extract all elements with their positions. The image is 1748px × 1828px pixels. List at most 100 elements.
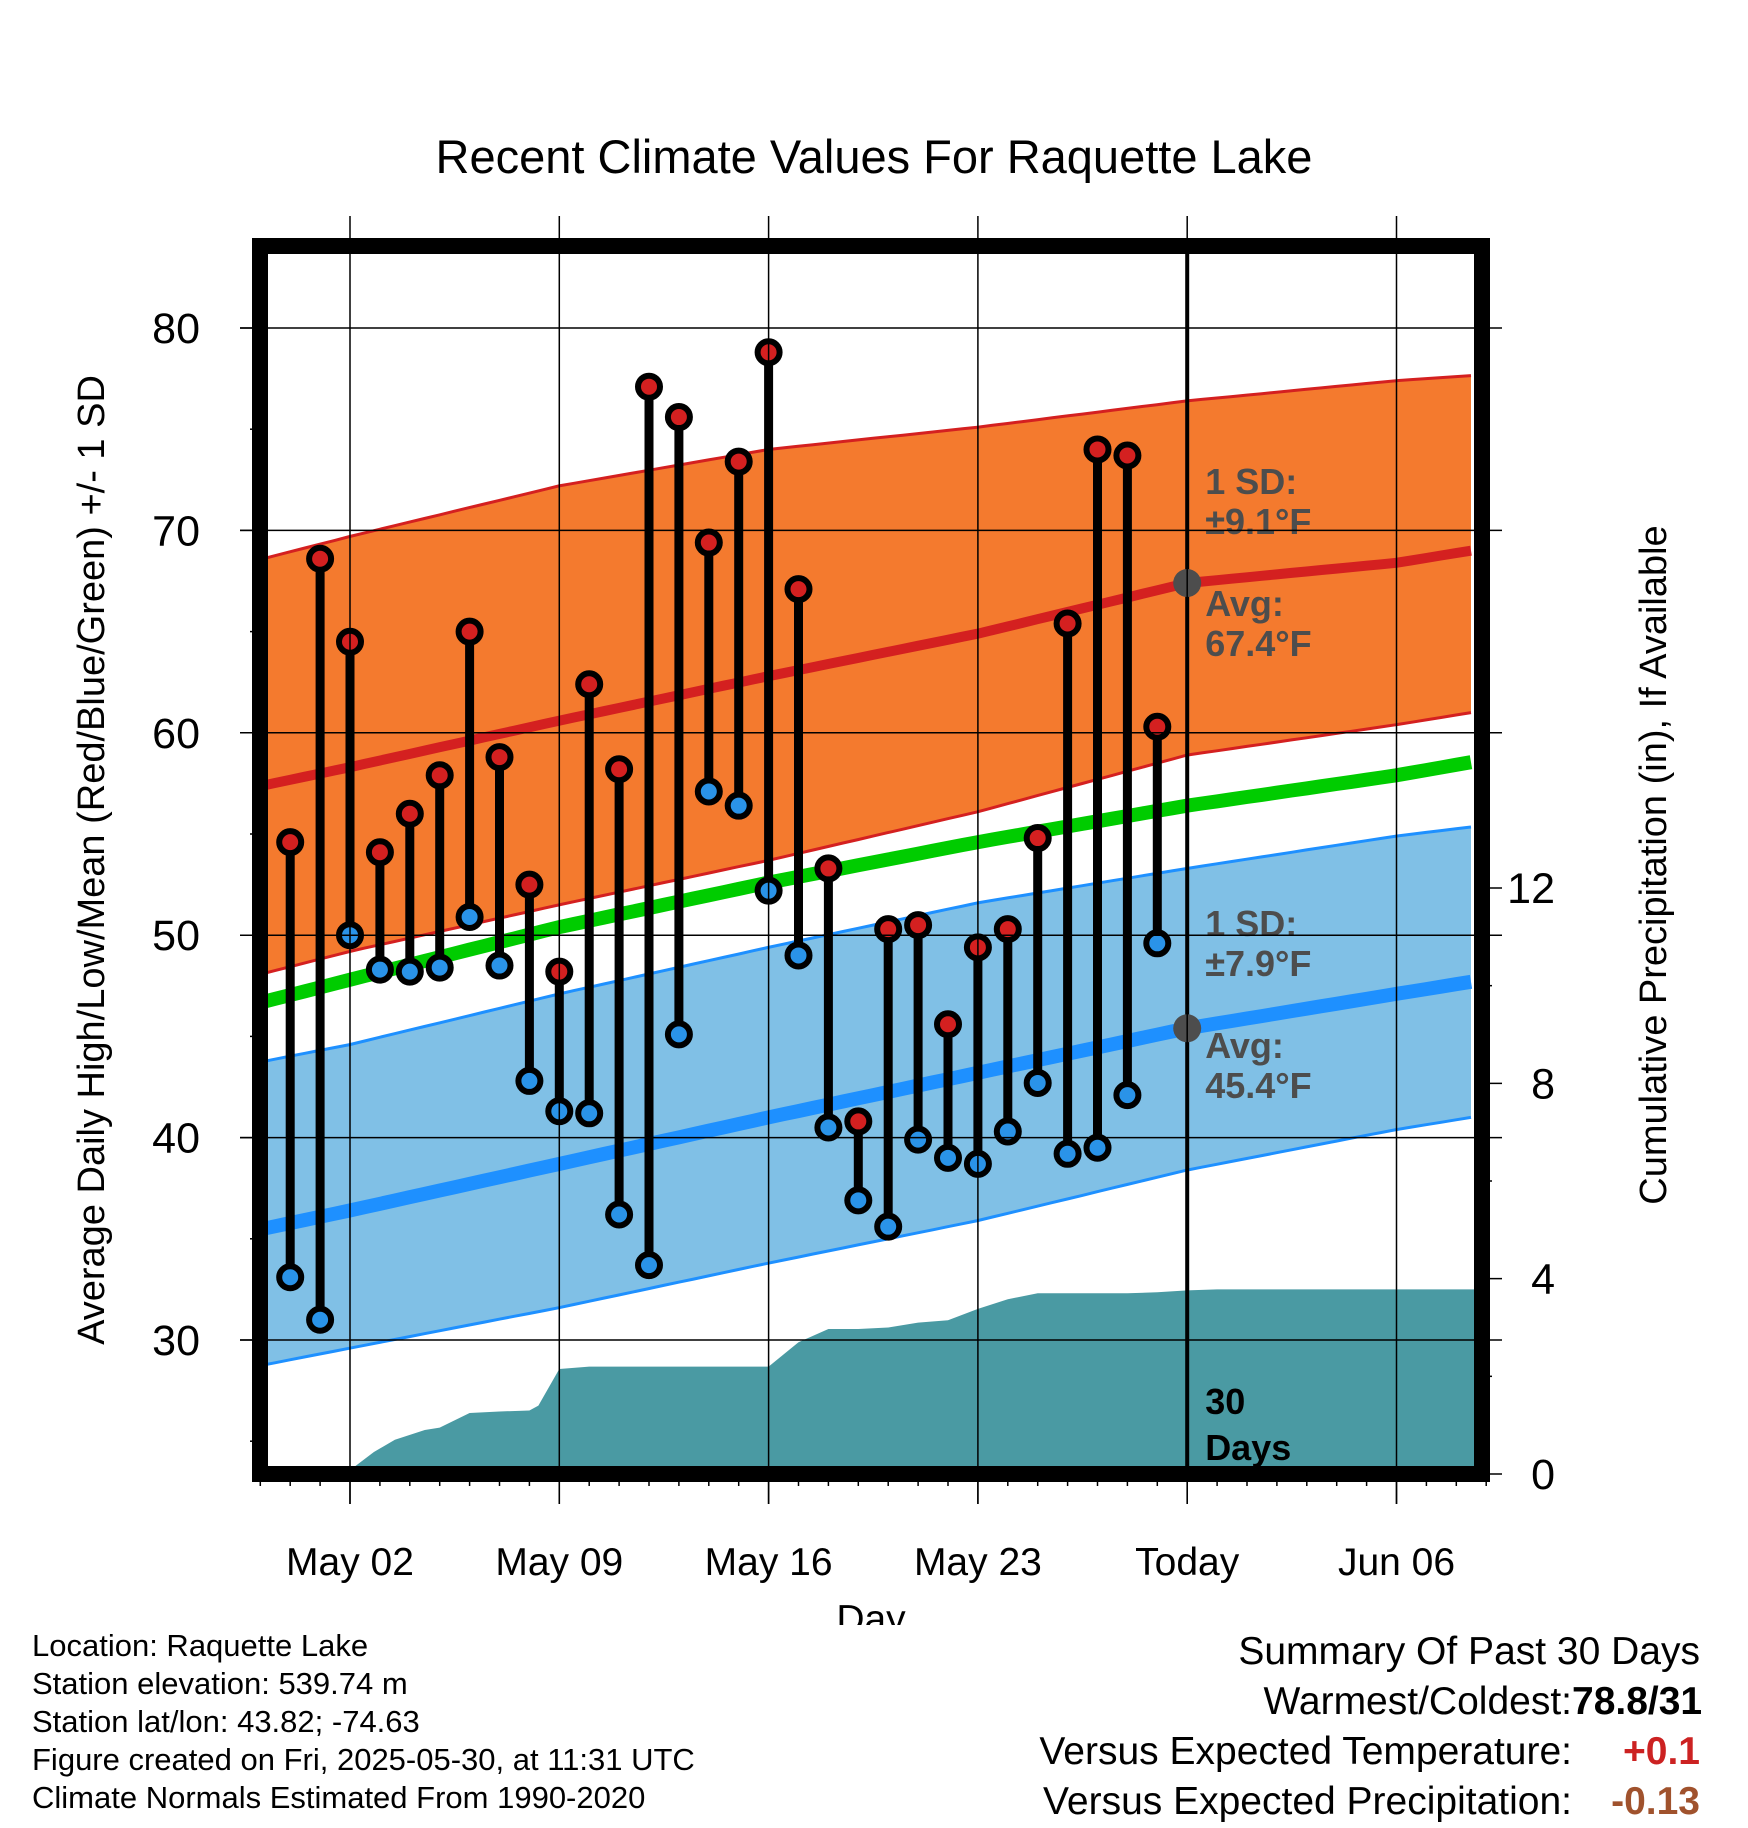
- y-axis-title: Average Daily High/Low/Mean (Red/Blue/Gr…: [71, 375, 113, 1345]
- x-tick-label: May 02: [286, 1541, 414, 1584]
- low-point: [1053, 1139, 1082, 1168]
- high-point: [844, 1107, 873, 1136]
- high-point: [934, 1010, 962, 1039]
- x-tick-label: May 23: [914, 1541, 1042, 1584]
- high-sd-value: ±9.1°F: [1205, 501, 1311, 542]
- y-tick-label: 30: [152, 1317, 200, 1365]
- high-point: [874, 915, 903, 944]
- low-point: [664, 1020, 693, 1049]
- low-point: [993, 1117, 1022, 1146]
- axes: 30 40 50 60 70 80 0 4 8 12 May 02 May 09 May 16 May 2…: [71, 216, 1675, 1625]
- low-point: [365, 955, 394, 984]
- low-point: [455, 902, 484, 931]
- high-point: [1083, 435, 1112, 464]
- high-point: [1053, 609, 1082, 638]
- warmest-value: 78.8/31: [1572, 1680, 1703, 1723]
- low-sd-label: 1 SD:: [1205, 903, 1297, 944]
- summary-warmest-row: Warmest/Coldest:78.8/31: [1039, 1677, 1703, 1727]
- high-point: [993, 915, 1022, 944]
- low-point: [425, 953, 454, 982]
- high-point: [605, 755, 634, 784]
- precip-label: Versus Expected Precipitation:: [1043, 1780, 1572, 1823]
- chart-title: Recent Climate Values For Raquette Lake: [436, 130, 1313, 183]
- high-point: [425, 761, 454, 790]
- low-point: [844, 1186, 873, 1215]
- x-tick-label: Today: [1135, 1541, 1240, 1584]
- low-point: [276, 1263, 305, 1292]
- high-point: [515, 870, 544, 899]
- low-point: [904, 1125, 933, 1154]
- high-point: [635, 372, 663, 401]
- warmest-label: Warmest/Coldest:: [1263, 1680, 1572, 1723]
- summary-panel: Summary Of Past 30 Days Warmest/Coldest:…: [1039, 1627, 1703, 1827]
- y2-tick-label: 12: [1507, 865, 1555, 913]
- days-count-label: 30: [1205, 1381, 1245, 1422]
- high-point: [485, 743, 514, 772]
- high-avg-line: [260, 545, 1472, 792]
- x-tick-label: Jun 06: [1338, 1541, 1455, 1584]
- low-point: [694, 777, 723, 806]
- x-tick-label: May 16: [705, 1541, 833, 1584]
- temp-label: Versus Expected Temperature:: [1039, 1730, 1572, 1773]
- high-point: [365, 838, 394, 867]
- high-point: [575, 670, 604, 699]
- low-point: [1113, 1081, 1142, 1110]
- low-lower-line: [260, 1115, 1472, 1368]
- high-sd-band: [260, 375, 1471, 975]
- y-tick-label: 50: [152, 912, 200, 960]
- summary-temp-row: Versus Expected Temperature: +0.1: [1039, 1727, 1700, 1777]
- y2-tick-label: 0: [1531, 1451, 1555, 1499]
- low-point: [1143, 929, 1172, 958]
- low-point: [395, 957, 424, 986]
- precip-value: -0.13: [1611, 1780, 1700, 1823]
- high-avg-label: Avg:: [1205, 583, 1284, 624]
- y2-tick-label: 8: [1531, 1060, 1555, 1108]
- low-point: [934, 1143, 962, 1172]
- high-point: [784, 575, 813, 604]
- y-tick-label: 80: [152, 305, 200, 353]
- station-info: Location: Raquette Lake Station elevatio…: [32, 1627, 695, 1817]
- normals-text: Climate Normals Estimated From 1990-2020: [32, 1780, 646, 1815]
- high-upper-line: [260, 374, 1472, 561]
- high-point: [664, 403, 693, 432]
- high-point: [395, 799, 424, 828]
- high-sd-label: 1 SD:: [1205, 461, 1297, 502]
- y-tick-label: 60: [152, 710, 200, 758]
- low-point: [306, 1305, 335, 1334]
- high-point: [904, 911, 933, 940]
- low-point: [515, 1066, 544, 1095]
- plot-frame: [252, 238, 1490, 1482]
- high-point: [1143, 712, 1172, 741]
- high-point: [1023, 824, 1052, 853]
- low-point: [724, 791, 753, 820]
- low-upper-line: [260, 825, 1472, 1064]
- low-avg-value: 45.4°F: [1205, 1065, 1311, 1106]
- low-point: [814, 1113, 843, 1142]
- climate-chart: Recent Climate Values For Raquette Lake …: [71, 130, 1675, 1625]
- high-point: [306, 544, 335, 573]
- high-point: [1113, 441, 1142, 470]
- temp-value: +0.1: [1623, 1730, 1700, 1773]
- y2-tick-label: 4: [1531, 1256, 1555, 1304]
- low-point: [575, 1099, 604, 1128]
- mean-avg-line: [260, 755, 1473, 1010]
- days-text-label: Days: [1205, 1427, 1291, 1468]
- elevation-text: Station elevation: 539.74 m: [32, 1666, 408, 1701]
- low-point: [874, 1212, 903, 1241]
- created-text: Figure created on Fri, 2025-05-30, at 11…: [32, 1742, 695, 1777]
- summary-title: Summary Of Past 30 Days: [1238, 1630, 1700, 1673]
- low-point: [784, 941, 813, 970]
- high-avg-value: 67.4°F: [1205, 623, 1311, 664]
- low-point: [605, 1200, 634, 1229]
- precip-area: [341, 1289, 1482, 1474]
- low-sd-value: ±7.9°F: [1205, 943, 1311, 984]
- high-point: [455, 617, 484, 646]
- high-point: [724, 447, 753, 476]
- low-point: [635, 1251, 663, 1280]
- y2-axis-title: Cumulative Precipitation (in), If Availa…: [1633, 525, 1675, 1204]
- y-tick-label: 40: [152, 1115, 200, 1163]
- low-avg-label: Avg:: [1205, 1025, 1284, 1066]
- high-point: [276, 828, 305, 857]
- x-axis-title: Day: [836, 1598, 906, 1625]
